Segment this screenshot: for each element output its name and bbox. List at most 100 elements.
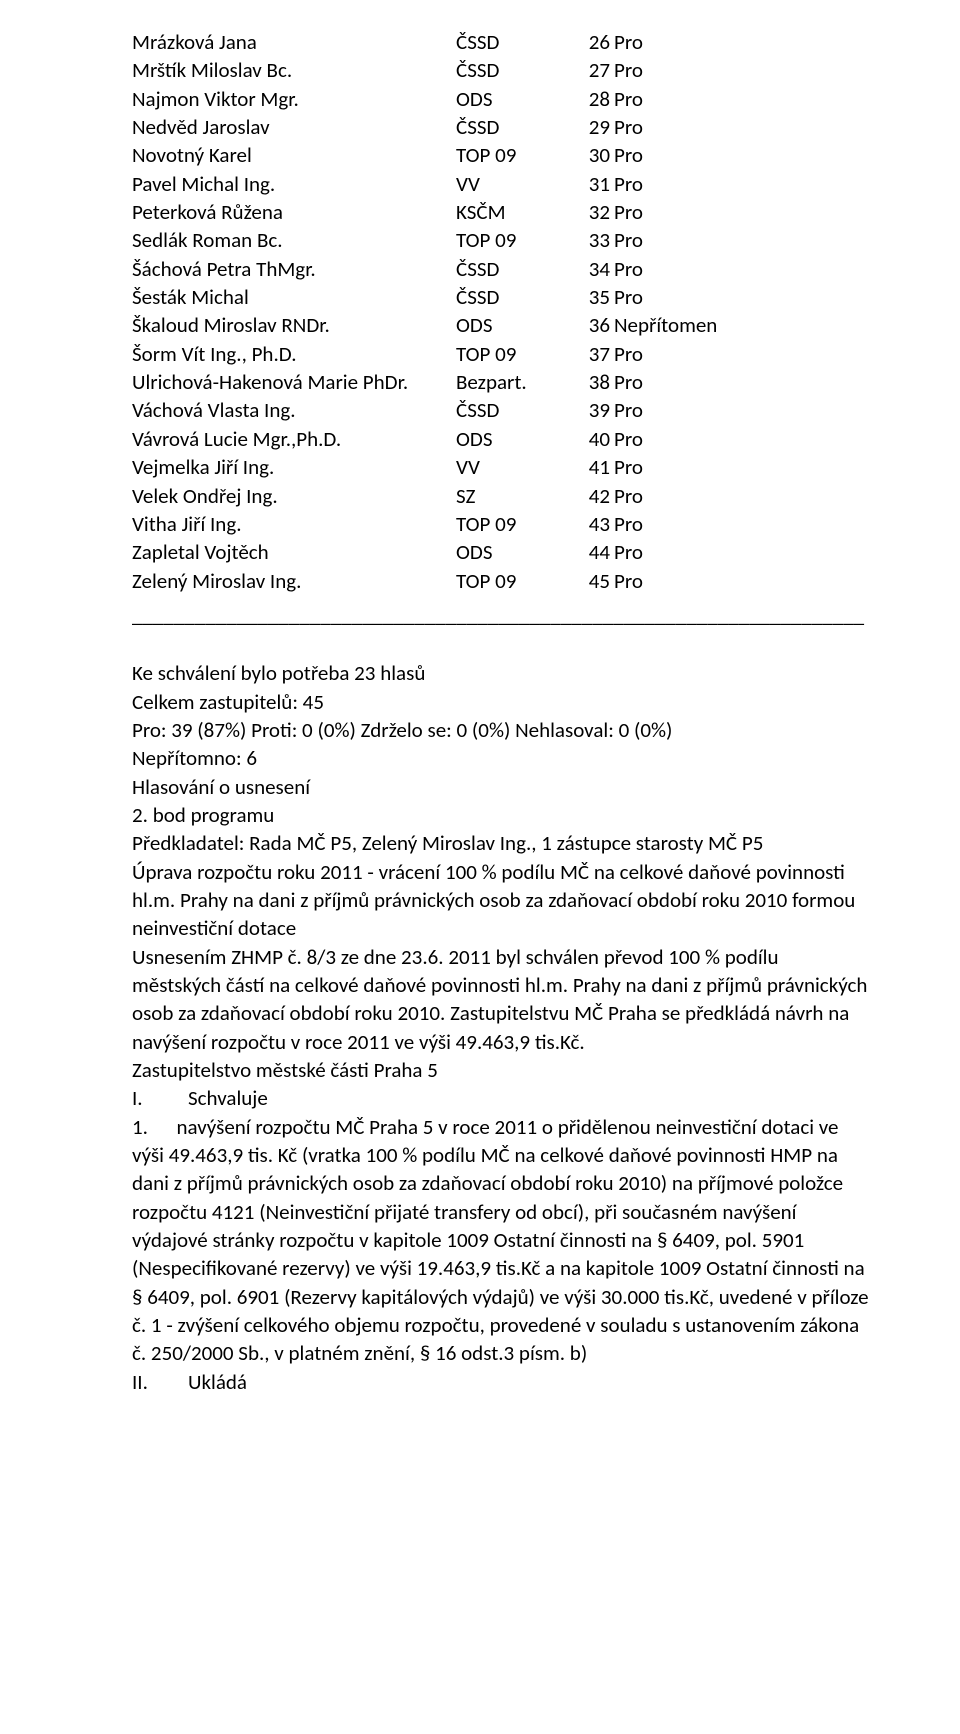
vote-name: Nedvěd Jaroslav [132, 113, 456, 141]
vote-row: Pavel Michal Ing.VV31Pro [132, 170, 870, 198]
agenda-item: 2. bod programu [132, 801, 870, 829]
vote-row: Sedlák Roman Bc.TOP 0933Pro [132, 226, 870, 254]
vote-row: Nedvěd JaroslavČSSD29Pro [132, 113, 870, 141]
vote-party: ODS [456, 311, 570, 339]
vote-party: ČSSD [456, 56, 570, 84]
vote-number: 45 [570, 567, 614, 595]
vote-row: Vitha Jiří Ing.TOP 0943Pro [132, 510, 870, 538]
vote-number: 31 [570, 170, 614, 198]
vote-number: 43 [570, 510, 614, 538]
vote-party: ČSSD [456, 283, 570, 311]
council-line: Zastupitelstvo městské části Praha 5 [132, 1056, 870, 1084]
section-i-num: I. [132, 1084, 188, 1112]
total-members: Celkem zastupitelů: 45 [132, 688, 870, 716]
vote-number: 39 [570, 396, 614, 424]
vote-row: Šorm Vít Ing., Ph.D.TOP 0937Pro [132, 340, 870, 368]
vote-result: Pro [614, 453, 870, 481]
vote-name: Vávrová Lucie Mgr.,Ph.D. [132, 425, 456, 453]
vote-number: 40 [570, 425, 614, 453]
vote-result: Pro [614, 255, 870, 283]
vote-result: Pro [614, 396, 870, 424]
vote-name: Vejmelka Jiří Ing. [132, 453, 456, 481]
point-1: 1. navýšení rozpočtu MČ Praha 5 v roce 2… [132, 1113, 870, 1368]
vote-party: ODS [456, 538, 570, 566]
vote-row: Zelený Miroslav Ing.TOP 0945Pro [132, 567, 870, 595]
vote-row: Zapletal VojtěchODS44Pro [132, 538, 870, 566]
vote-name: Pavel Michal Ing. [132, 170, 456, 198]
vote-result: Pro [614, 482, 870, 510]
vote-number: 41 [570, 453, 614, 481]
vote-name: Mrštík Miloslav Bc. [132, 56, 456, 84]
vote-result: Pro [614, 170, 870, 198]
vote-result: Pro [614, 226, 870, 254]
section-ii: II. Ukládá [132, 1368, 870, 1396]
vote-name: Váchová Vlasta Ing. [132, 396, 456, 424]
vote-number: 27 [570, 56, 614, 84]
vote-party: ODS [456, 425, 570, 453]
vote-heading: Hlasování o usnesení [132, 773, 870, 801]
vote-table: Mrázková JanaČSSD26ProMrštík Miloslav Bc… [132, 28, 870, 595]
vote-result: Pro [614, 198, 870, 226]
vote-row: Novotný KarelTOP 0930Pro [132, 141, 870, 169]
vote-number: 30 [570, 141, 614, 169]
vote-row: Váchová Vlasta Ing.ČSSD39Pro [132, 396, 870, 424]
vote-number: 44 [570, 538, 614, 566]
vote-name: Zapletal Vojtěch [132, 538, 456, 566]
point-1-num: 1. [132, 1114, 148, 1140]
vote-party: TOP 09 [456, 141, 570, 169]
vote-name: Peterková Růžena [132, 198, 456, 226]
vote-name: Velek Ondřej Ing. [132, 482, 456, 510]
vote-name: Ulrichová-Hakenová Marie PhDr. [132, 368, 456, 396]
vote-number: 29 [570, 113, 614, 141]
vote-row: Škaloud Miroslav RNDr.ODS36Nepřítomen [132, 311, 870, 339]
vote-row: Vávrová Lucie Mgr.,Ph.D.ODS40Pro [132, 425, 870, 453]
vote-number: 35 [570, 283, 614, 311]
proposer-line: Předkladatel: Rada MČ P5, Zelený Mirosla… [132, 829, 870, 857]
vote-name: Novotný Karel [132, 141, 456, 169]
vote-result: Pro [614, 85, 870, 113]
vote-party: TOP 09 [456, 510, 570, 538]
vote-name: Šesták Michal [132, 283, 456, 311]
vote-row: Najmon Viktor Mgr.ODS28Pro [132, 85, 870, 113]
vote-name: Sedlák Roman Bc. [132, 226, 456, 254]
vote-row: Mrázková JanaČSSD26Pro [132, 28, 870, 56]
vote-number: 32 [570, 198, 614, 226]
vote-row: Vejmelka Jiří Ing.VV41Pro [132, 453, 870, 481]
vote-party: ČSSD [456, 113, 570, 141]
vote-result: Pro [614, 113, 870, 141]
section-i-text: Schvaluje [188, 1084, 268, 1112]
vote-result: Nepřítomen [614, 311, 870, 339]
section-i: I. Schvaluje [132, 1084, 870, 1112]
vote-row: Mrštík Miloslav Bc.ČSSD27Pro [132, 56, 870, 84]
vote-row: Velek Ondřej Ing.SZ42Pro [132, 482, 870, 510]
vote-number: 36 [570, 311, 614, 339]
point-1-text: navýšení rozpočtu MČ Praha 5 v roce 2011… [132, 1114, 869, 1367]
vote-name: Šorm Vít Ing., Ph.D. [132, 340, 456, 368]
vote-name: Najmon Viktor Mgr. [132, 85, 456, 113]
vote-result: Pro [614, 283, 870, 311]
vote-party: SZ [456, 482, 570, 510]
vote-party: VV [456, 453, 570, 481]
vote-result: Pro [614, 538, 870, 566]
vote-result: Pro [614, 567, 870, 595]
vote-party: ČSSD [456, 28, 570, 56]
vote-party: TOP 09 [456, 226, 570, 254]
vote-number: 34 [570, 255, 614, 283]
vote-result: Pro [614, 425, 870, 453]
vote-row: Ulrichová-Hakenová Marie PhDr.Bezpart.38… [132, 368, 870, 396]
vote-number: 37 [570, 340, 614, 368]
vote-row: Šesták MichalČSSD35Pro [132, 283, 870, 311]
context-para: Usnesením ZHMP č. 8/3 ze dne 23.6. 2011 … [132, 943, 870, 1056]
vote-name: Zelený Miroslav Ing. [132, 567, 456, 595]
vote-name: Škaloud Miroslav RNDr. [132, 311, 456, 339]
vote-name: Mrázková Jana [132, 28, 456, 56]
subject-para: Úprava rozpočtu roku 2011 - vrácení 100 … [132, 858, 870, 943]
vote-result: Pro [614, 510, 870, 538]
vote-result: Pro [614, 340, 870, 368]
vote-result: Pro [614, 56, 870, 84]
vote-tally: Pro: 39 (87%) Proti: 0 (0%) Zdrželo se: … [132, 716, 870, 744]
vote-number: 33 [570, 226, 614, 254]
vote-party: KSČM [456, 198, 570, 226]
section-divider: ________________________________________… [132, 601, 870, 629]
vote-result: Pro [614, 141, 870, 169]
